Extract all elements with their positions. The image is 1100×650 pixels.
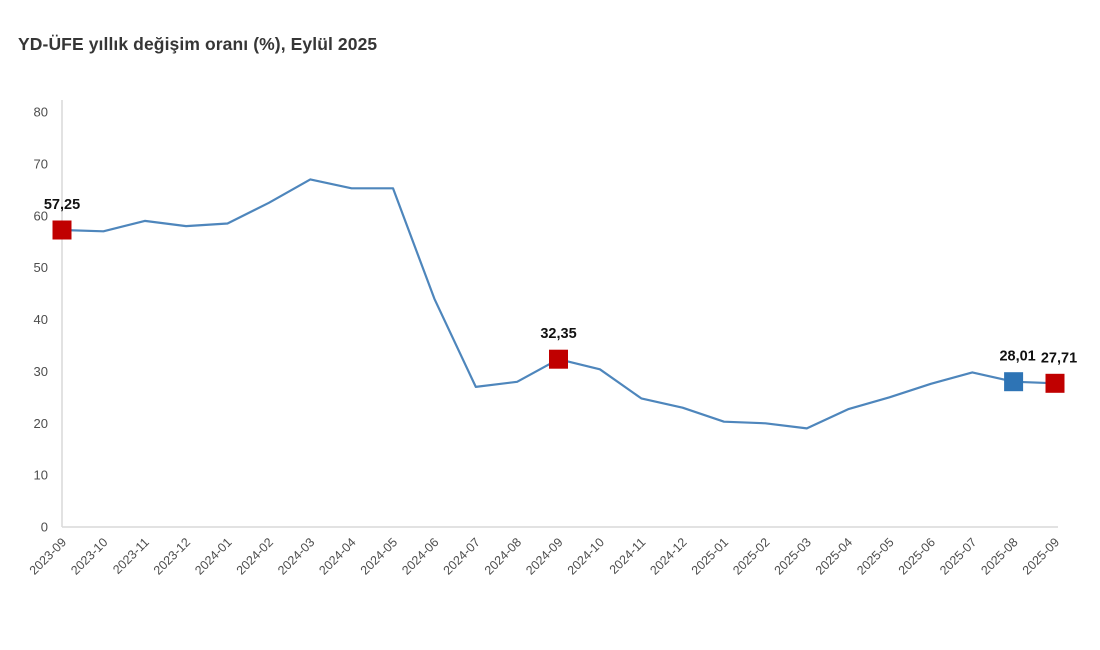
chart-title: YD-ÜFE yıllık değişim oranı (%), Eylül 2… (18, 34, 378, 54)
point-value-label: 27,71 (1041, 350, 1077, 366)
data-point-marker-2025-09 (1045, 373, 1065, 393)
point-value-label: 57,25 (44, 197, 80, 213)
x-tick-label: 2024-08 (482, 535, 524, 577)
x-tick-label: 2025-01 (689, 535, 731, 577)
y-tick-label: 30 (34, 364, 48, 379)
x-tick-label: 2024-10 (565, 535, 607, 577)
point-value-label: 28,01 (999, 349, 1035, 365)
data-point-marker-2025-08 (1004, 372, 1024, 392)
x-tick-label: 2023-12 (151, 535, 193, 577)
x-tick-label: 2024-07 (441, 535, 483, 577)
y-tick-label: 80 (34, 105, 48, 120)
data-line (60, 178, 1057, 430)
x-tick-label: 2025-09 (1020, 535, 1062, 577)
x-tick-label: 2025-06 (896, 535, 938, 577)
x-tick-label: 2025-05 (854, 535, 896, 577)
x-tick-label: 2024-02 (234, 535, 276, 577)
y-tick-label: 20 (34, 416, 48, 431)
x-tick-label: 2025-08 (978, 535, 1020, 577)
x-tick-label: 2025-07 (937, 535, 979, 577)
point-value-label: 32,35 (540, 326, 576, 342)
x-tick-label: 2024-12 (647, 535, 689, 577)
y-tick-label: 60 (34, 208, 48, 223)
x-tick-label: 2023-10 (68, 535, 110, 577)
y-tick-label: 40 (34, 312, 48, 327)
data-point-marker-2023-09 (52, 220, 72, 240)
x-tick-label: 2023-11 (110, 535, 152, 577)
y-tick-label: 70 (34, 156, 48, 171)
x-tick-label: 2024-04 (316, 535, 358, 577)
x-tick-label: 2024-01 (192, 535, 234, 577)
x-tick-label: 2023-09 (27, 535, 69, 577)
y-tick-label: 10 (34, 468, 48, 483)
x-tick-label: 2024-05 (358, 535, 400, 577)
y-tick-label: 0 (41, 520, 48, 535)
x-tick-label: 2024-11 (607, 535, 649, 577)
data-point-marker-2024-09 (549, 349, 568, 369)
x-tick-label: 2025-03 (772, 535, 814, 577)
x-tick-label: 2025-02 (730, 535, 772, 577)
x-tick-label: 2024-09 (523, 535, 565, 577)
x-tick-label: 2024-06 (399, 535, 441, 577)
x-tick-label: 2025-04 (813, 535, 855, 577)
x-tick-label: 2024-03 (275, 535, 317, 577)
y-tick-label: 50 (34, 260, 48, 275)
